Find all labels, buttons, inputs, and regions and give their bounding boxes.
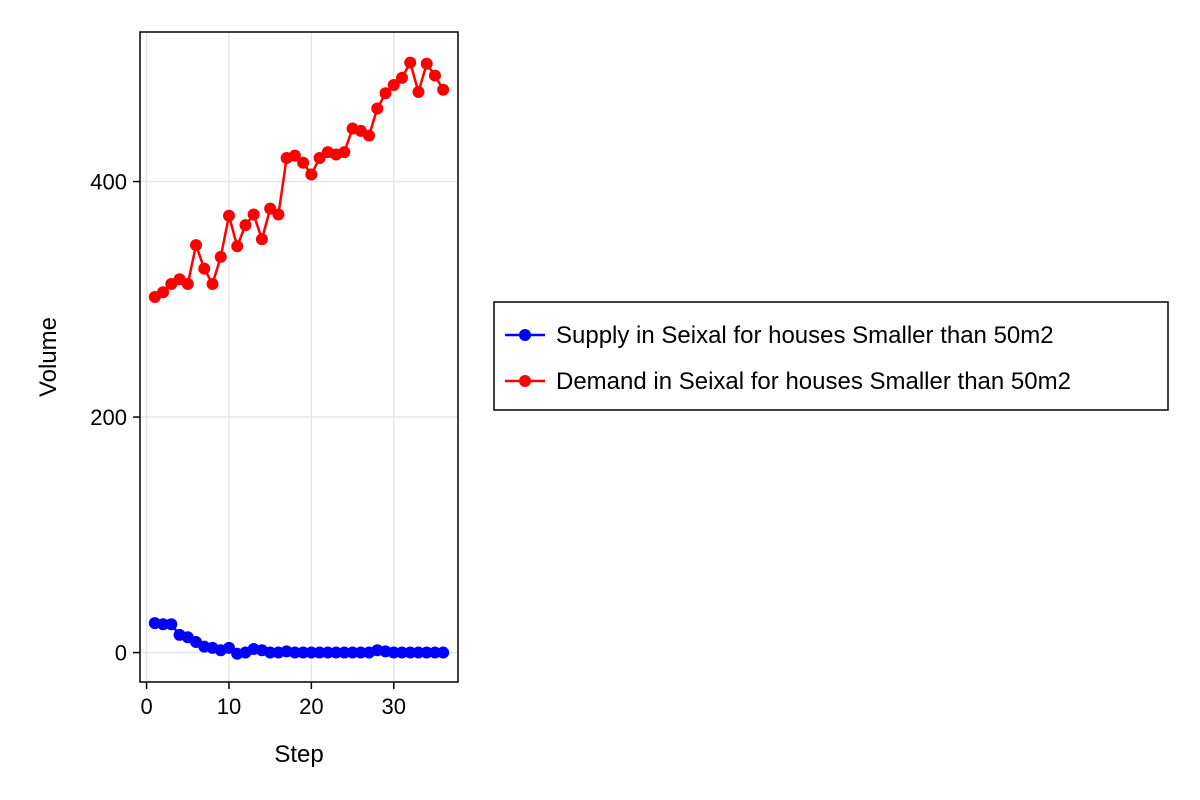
data-point-demand [214,250,227,263]
data-point-demand [437,83,450,96]
data-point-supply [157,618,170,631]
legend-label-demand: Demand in Seixal for houses Smaller than… [556,368,1071,395]
data-point-demand [404,56,417,69]
data-point-demand [288,149,301,162]
data-point-demand [231,240,244,253]
data-point-supply [428,646,441,659]
data-point-demand [387,78,400,91]
y-tick-label: 400 [90,170,127,195]
legend-box [493,301,1169,411]
data-point-supply [288,646,301,659]
data-point-demand [305,168,318,181]
data-point-supply [404,646,417,659]
data-point-supply [313,646,326,659]
data-point-supply [346,646,359,659]
ticks: 0 10 20 30 0 200 400 [90,170,406,719]
data-point-supply [412,646,425,659]
data-point-supply [420,646,433,659]
data-point-supply [330,646,343,659]
data-point-demand [239,219,252,232]
plot-frame [139,31,459,683]
series-line-demand [154,61,445,299]
x-axis-label: Step [274,741,323,768]
data-point-demand [198,262,211,275]
data-point-supply [395,646,408,659]
legend-marker-supply [519,329,531,341]
data-point-demand [206,277,219,290]
x-tick-label: 10 [217,694,241,719]
data-point-demand [379,87,392,100]
y-axis-label: Volume [35,317,62,397]
x-tick-label: 30 [381,694,405,719]
legend-marker-demand [519,375,531,387]
data-point-demand [338,146,351,159]
data-point-supply [305,646,318,659]
series-layer [148,56,450,660]
legend-entry-supply: Supply in Seixal for houses Smaller than… [505,322,1054,349]
grid [140,32,458,682]
data-point-demand [255,233,268,246]
data-point-demand [157,286,170,299]
data-point-demand [272,208,285,221]
data-point-demand [297,156,310,169]
data-point-demand [395,71,408,84]
data-point-supply [437,646,450,659]
y-tick-label: 0 [115,641,127,666]
legend-entry-demand: Demand in Seixal for houses Smaller than… [505,368,1071,395]
legend: Supply in Seixal for houses Smaller than… [493,301,1169,411]
data-point-supply [354,646,367,659]
legend-label-supply: Supply in Seixal for houses Smaller than… [556,322,1054,349]
x-tick-label: 20 [299,694,323,719]
data-point-demand [363,129,376,142]
data-point-demand [428,69,441,82]
data-point-supply [165,618,178,631]
data-point-demand [420,57,433,70]
data-point-supply [321,646,334,659]
data-point-demand [181,277,194,290]
data-point-demand [247,208,260,221]
data-point-demand [371,102,384,115]
y-tick-label: 200 [90,405,127,430]
data-point-supply [297,646,310,659]
data-point-demand [190,239,203,252]
data-point-demand [412,86,425,99]
x-tick-label: 0 [140,694,152,719]
data-point-demand [222,209,235,222]
data-point-supply [387,646,400,659]
data-point-supply [264,646,277,659]
data-point-supply [338,646,351,659]
